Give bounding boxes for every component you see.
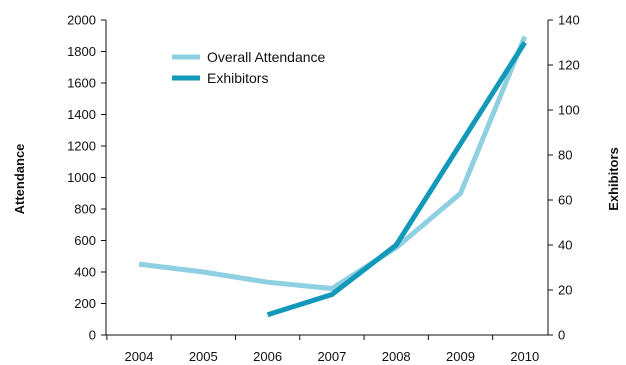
y-right-tick-label: 140 [558, 13, 580, 28]
y-right-tick-label: 80 [558, 148, 572, 163]
y-left-tick-label: 400 [74, 265, 96, 280]
x-tick-label: 2007 [317, 349, 346, 364]
y-left-tick-label: 600 [74, 233, 96, 248]
y-right-tick-label: 20 [558, 283, 572, 298]
y-left-tick-label: 1000 [67, 170, 96, 185]
x-tick-label: 2005 [189, 349, 218, 364]
x-tick-label: 2006 [253, 349, 282, 364]
y-left-tick-label: 1400 [67, 107, 96, 122]
y-left-tick-label: 1200 [67, 139, 96, 154]
x-tick-label: 2009 [446, 349, 475, 364]
y-left-tick-label: 2000 [67, 13, 96, 28]
x-tick-label: 2008 [382, 349, 411, 364]
y-left-tick-label: 200 [74, 296, 96, 311]
series-line-overall-attendance [138, 35, 528, 292]
y-left-tick-label: 1800 [67, 44, 96, 59]
y-right-tick-label: 60 [558, 193, 572, 208]
legend-label-exhibitors: Exhibitors [207, 70, 268, 86]
axes: 0 200 400 600 800 1000 1200 1400 1600 1800 2000 0 20… [67, 13, 580, 365]
series-layer [138, 35, 528, 318]
y-right-tick-label: 0 [558, 328, 565, 343]
y-right-tick-label: 40 [558, 238, 572, 253]
legend-label-overall-attendance: Overall Attendance [207, 49, 326, 65]
x-tick-label: 2004 [125, 349, 154, 364]
y-left-tick-label: 0 [89, 328, 96, 343]
y-left-tick-label: 1600 [67, 76, 96, 91]
y-right-tick-label: 100 [558, 103, 580, 118]
legend: Overall Attendance Exhibitors [172, 49, 326, 86]
y-left-tick-label: 800 [74, 202, 96, 217]
y-right-tick-label: 120 [558, 58, 580, 73]
x-tick-label: 2010 [510, 349, 539, 364]
series-line-exhibitors [266, 41, 527, 318]
y-axis-right-title: Exhibitors [606, 147, 621, 211]
y-axis-left-title: Attendance [12, 144, 27, 215]
